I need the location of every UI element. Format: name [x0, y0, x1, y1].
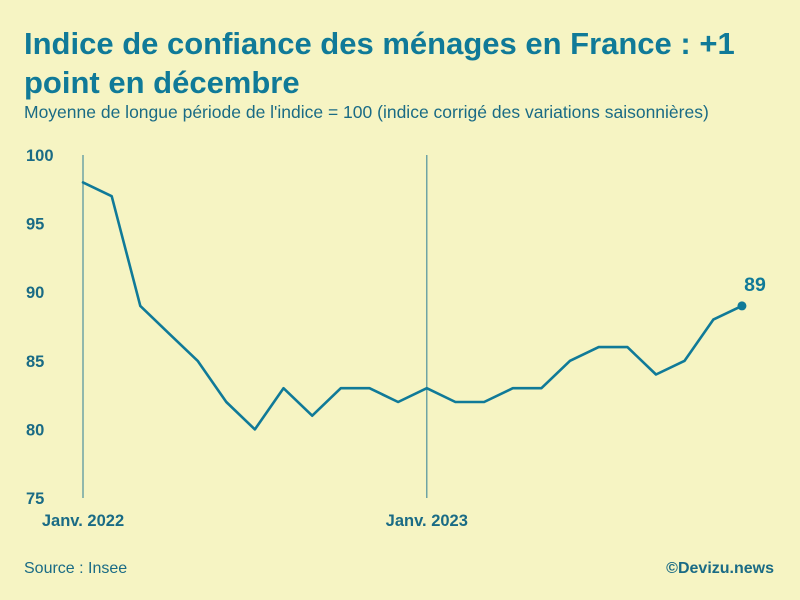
y-tick-label-95: 95 [26, 216, 44, 234]
y-tick-label-85: 85 [26, 353, 44, 371]
chart-subtitle: Moyenne de longue période de l'indice = … [24, 102, 709, 122]
source-note: Source : Insee [24, 560, 128, 577]
chart-title: Indice de confiance des ménages en Franc… [24, 26, 735, 100]
credit-note: ©Devizu.news [666, 560, 774, 577]
end-point-marker [737, 301, 747, 311]
end-point-label: 89 [744, 274, 766, 296]
y-tick-label-100: 100 [26, 147, 54, 165]
series-line [81, 181, 744, 431]
y-tick-label-90: 90 [26, 284, 44, 302]
x-tick-label-1: Janv. 2022 [42, 512, 124, 530]
x-tick-label-2: Janv. 2023 [386, 512, 468, 530]
y-tick-label-80: 80 [26, 421, 44, 439]
y-tick-label-75: 75 [26, 490, 44, 508]
